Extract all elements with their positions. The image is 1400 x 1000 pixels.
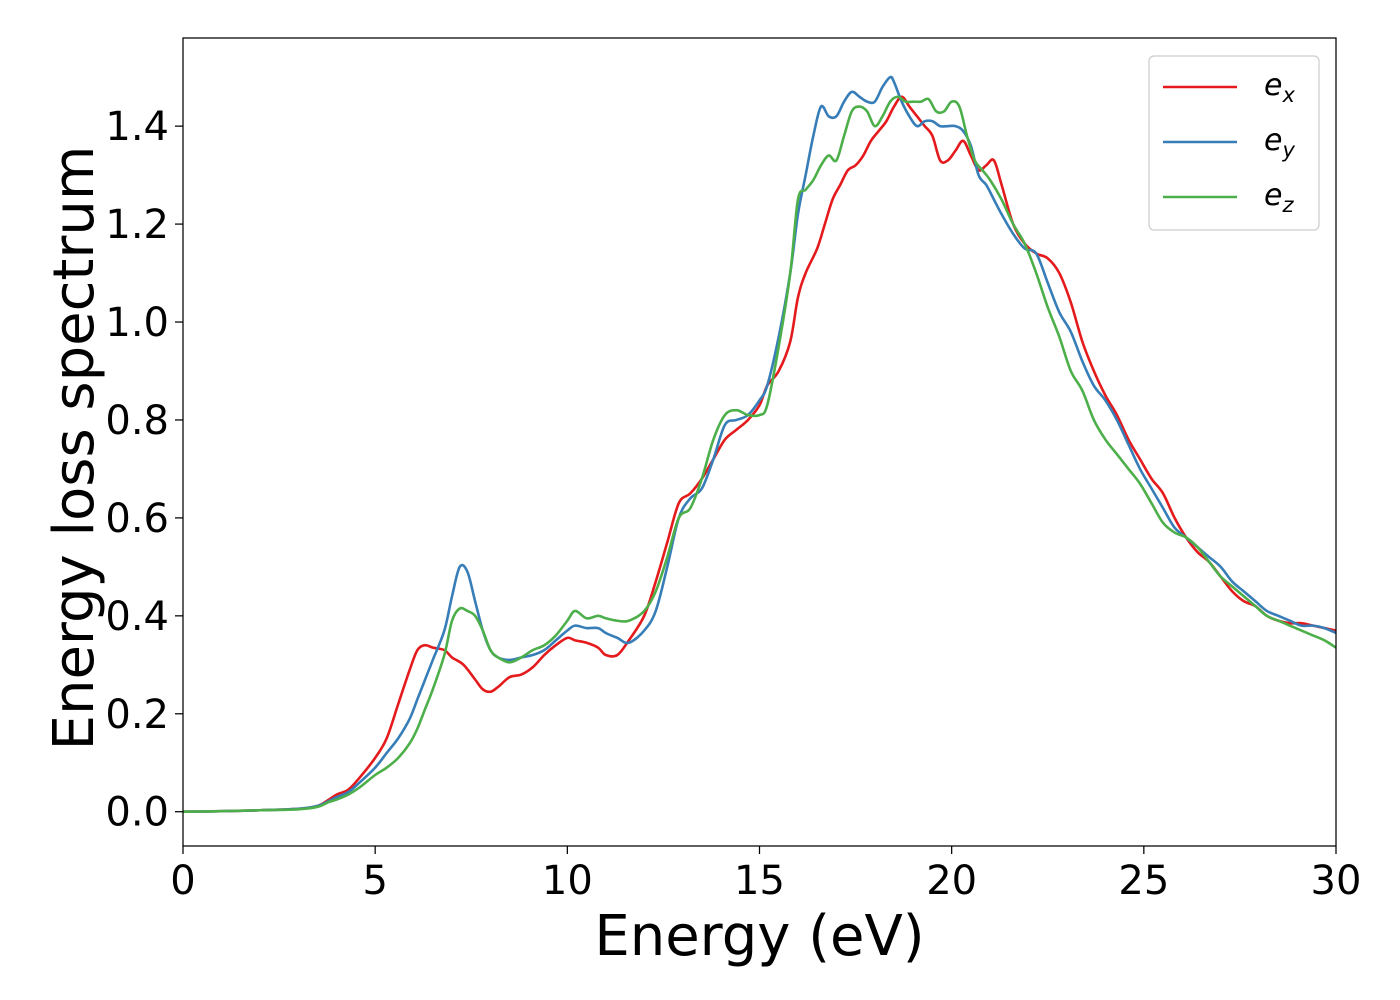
x-tick-label: 0 xyxy=(170,858,195,904)
y-axis-ticks: 0.0 0.2 0.4 0.6 0.8 1.0 1.2 1.4 xyxy=(105,104,183,836)
legend-label-base: e xyxy=(1264,68,1282,103)
series-line-x xyxy=(183,95,1336,814)
y-tick-label: 0.2 xyxy=(105,692,169,738)
legend-label-subscript: z xyxy=(1281,193,1294,217)
x-axis-label: Energy (eV) xyxy=(594,904,924,969)
x-tick-label: 20 xyxy=(926,858,977,904)
x-tick-label: 25 xyxy=(1118,858,1169,904)
legend-label-base: e xyxy=(1264,123,1282,158)
y-tick-label: 1.2 xyxy=(105,202,169,248)
x-tick-label: 15 xyxy=(734,858,785,904)
y-tick-label: 0.4 xyxy=(105,594,169,640)
x-tick-label: 10 xyxy=(542,858,593,904)
y-tick-label: 0.0 xyxy=(105,790,169,836)
y-tick-label: 1.4 xyxy=(105,104,169,150)
x-tick-label: 5 xyxy=(362,858,387,904)
legend-label-subscript: y xyxy=(1281,138,1295,162)
legend-label: ez xyxy=(1264,178,1294,217)
y-tick-label: 0.8 xyxy=(105,398,169,444)
legend-label-base: e xyxy=(1264,178,1282,213)
x-axis-ticks: 0 5 10 15 20 25 30 xyxy=(170,846,1361,904)
legend-label: ex xyxy=(1264,68,1295,107)
legend-label-subscript: x xyxy=(1281,83,1295,107)
y-tick-label: 1.0 xyxy=(105,300,169,346)
series-line-y xyxy=(183,75,1336,814)
y-tick-label: 0.6 xyxy=(105,496,169,542)
legend-label: ey xyxy=(1264,123,1295,162)
y-axis-label: Energy loss spectrum xyxy=(42,146,107,751)
series-line-z xyxy=(183,95,1336,814)
x-tick-label: 30 xyxy=(1311,858,1362,904)
plot-lines xyxy=(183,75,1336,814)
